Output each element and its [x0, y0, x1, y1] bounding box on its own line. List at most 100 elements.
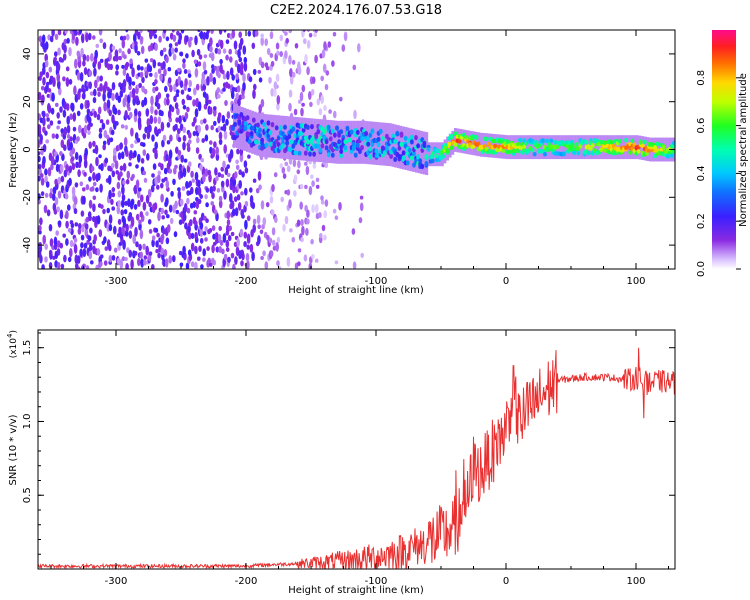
- noise-cell: [136, 189, 141, 199]
- noise-cell: [194, 171, 199, 181]
- noise-cell: [151, 264, 155, 269]
- noise-cell: [306, 40, 311, 49]
- noise-cell: [226, 172, 231, 177]
- noise-cell: [293, 190, 297, 197]
- noise-cell: [125, 178, 130, 185]
- top-y-axis-label: Frequency (Hz): [8, 112, 19, 188]
- noise-cell: [109, 137, 114, 143]
- noise-cell: [134, 41, 138, 46]
- noise-cell: [288, 199, 292, 209]
- noise-cell: [82, 248, 87, 258]
- noise-cell: [104, 246, 109, 252]
- noise-cell: [173, 231, 178, 238]
- noise-cell: [239, 228, 244, 238]
- noise-cell: [157, 170, 162, 176]
- noise-cell: [157, 252, 161, 259]
- noise-cell: [168, 149, 173, 160]
- noise-cell: [217, 112, 222, 119]
- noise-cell: [82, 88, 86, 93]
- noise-cell: [172, 53, 177, 61]
- noise-cell: [88, 250, 93, 260]
- noise-cell: [168, 255, 172, 264]
- noise-cell: [234, 256, 238, 265]
- ridge-cell: [655, 141, 660, 147]
- ridge-cell: [330, 128, 335, 134]
- noise-cell: [301, 84, 306, 93]
- noise-cell: [121, 185, 125, 195]
- noise-cell: [88, 70, 93, 77]
- noise-cell: [192, 99, 196, 107]
- noise-cell: [114, 160, 119, 170]
- noise-cell: [228, 225, 232, 231]
- noise-cell: [359, 195, 364, 200]
- noise-cell: [63, 126, 68, 136]
- noise-cell: [228, 48, 232, 55]
- ridge-cell: [370, 141, 375, 147]
- noise-cell: [163, 249, 168, 257]
- noise-cell: [325, 70, 330, 76]
- ridge-cell: [262, 121, 267, 127]
- noise-cell: [197, 186, 202, 197]
- noise-cell: [166, 224, 171, 233]
- noise-cell: [332, 208, 337, 214]
- noise-cell: [225, 118, 229, 126]
- noise-cell: [258, 184, 262, 190]
- noise-cell: [217, 172, 222, 178]
- noise-cell: [71, 186, 76, 196]
- noise-cell: [74, 151, 79, 161]
- noise-cell: [40, 191, 45, 197]
- noise-cell: [119, 35, 124, 41]
- noise-cell: [188, 232, 192, 240]
- noise-cell: [154, 42, 158, 52]
- ridge-cell: [541, 149, 545, 154]
- noise-cell: [78, 30, 83, 35]
- noise-cell: [127, 198, 131, 208]
- noise-cell: [137, 31, 141, 40]
- noise-cell: [107, 174, 112, 185]
- noise-cell: [88, 141, 92, 149]
- noise-cell: [123, 209, 128, 215]
- noise-cell: [235, 73, 239, 80]
- noise-cell: [104, 157, 109, 164]
- noise-cell: [291, 236, 296, 243]
- ridge-cell: [316, 139, 321, 145]
- noise-cell: [90, 165, 95, 172]
- ridge-halo-cell: [246, 108, 249, 152]
- noise-cell: [245, 253, 250, 262]
- noise-cell: [118, 55, 122, 61]
- noise-cell: [82, 92, 86, 100]
- noise-cell: [123, 137, 128, 147]
- noise-cell: [150, 42, 154, 52]
- noise-cell: [53, 236, 58, 246]
- noise-cell: [308, 32, 313, 38]
- noise-cell: [244, 167, 249, 174]
- noise-cell: [279, 34, 284, 42]
- noise-cell: [78, 124, 82, 134]
- noise-cell: [181, 186, 186, 191]
- noise-cell: [78, 154, 83, 164]
- ridge-halo-cell: [334, 120, 338, 164]
- noise-cell: [352, 64, 357, 71]
- ridge-cell: [345, 125, 350, 131]
- noise-cell: [42, 116, 46, 127]
- noise-cell: [195, 197, 199, 202]
- noise-cell: [320, 195, 324, 201]
- noise-cell: [222, 73, 227, 80]
- noise-cell: [286, 256, 291, 267]
- noise-cell: [134, 108, 138, 117]
- noise-cell: [255, 188, 260, 194]
- noise-cell: [321, 49, 326, 59]
- noise-cell: [279, 163, 284, 169]
- noise-cell: [50, 155, 55, 166]
- ridge-halo-cell: [428, 142, 431, 167]
- noise-cell: [211, 244, 215, 254]
- noise-cell: [136, 137, 141, 143]
- noise-cell: [151, 235, 156, 241]
- noise-cell: [54, 178, 58, 186]
- ridge-cell: [289, 139, 294, 145]
- noise-cell: [142, 149, 147, 157]
- noise-cell: [150, 22, 154, 27]
- noise-cell: [223, 144, 227, 154]
- ridge-cell: [416, 154, 420, 160]
- noise-cell: [71, 147, 76, 155]
